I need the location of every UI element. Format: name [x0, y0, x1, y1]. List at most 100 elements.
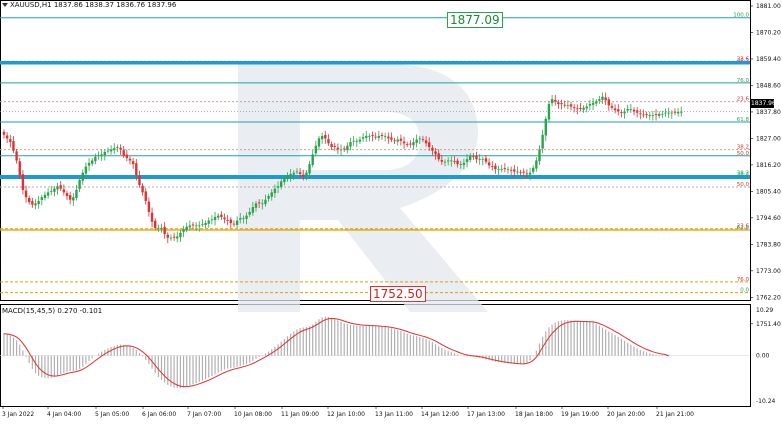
candle-body — [106, 150, 110, 152]
candle-body — [56, 186, 59, 190]
candle-body — [15, 151, 18, 161]
candle-body — [516, 171, 519, 173]
candle-body — [550, 99, 554, 104]
candle-body — [560, 103, 563, 105]
time-tick-label: 4 Jan 04:00 — [47, 411, 81, 418]
time-tick-label: 12 Jan 10:00 — [327, 411, 365, 418]
candle-body — [138, 175, 141, 185]
candle-body — [494, 165, 497, 170]
candle-body — [431, 147, 434, 151]
candle-body — [141, 185, 144, 193]
candle-body — [330, 144, 333, 147]
candle-body — [358, 139, 362, 142]
candle-body — [566, 105, 570, 107]
candle-body — [459, 164, 462, 165]
price-tick-label: 1805.40 — [756, 188, 781, 195]
candle-body — [421, 139, 425, 140]
candle-body — [491, 166, 494, 167]
candle-body — [179, 232, 182, 238]
candle-body — [626, 108, 629, 111]
candle-body — [484, 158, 488, 162]
current-price-label: 1837.96 — [751, 99, 776, 108]
candle-body — [443, 161, 447, 163]
candle-body — [314, 145, 318, 154]
candle-body — [651, 115, 655, 116]
candle-body — [103, 151, 106, 156]
candle-body — [667, 112, 670, 114]
chart-title: XAUUSD,H1 1837.86 1838.37 1836.76 1837.9… — [2, 1, 176, 9]
candle-body — [166, 234, 169, 238]
macd-signal-line — [3, 317, 669, 388]
candle-body — [361, 137, 365, 139]
candle-body — [572, 107, 576, 109]
candle-body — [59, 185, 62, 189]
candle-body — [248, 211, 251, 215]
candle-body — [254, 203, 258, 208]
fib-level-label: 38.2 — [737, 171, 749, 177]
candle-body — [46, 192, 50, 196]
candle-body — [172, 236, 176, 238]
time-tick-label: 7 Jan 07:00 — [187, 411, 221, 418]
time-tick-label: 11 Jan 09:00 — [281, 411, 319, 418]
time-tick-label: 19 Jan 19:00 — [561, 411, 599, 418]
candle-body — [34, 203, 37, 206]
candle-body — [541, 134, 544, 149]
candle-body — [81, 172, 84, 181]
candle-body — [525, 173, 529, 175]
candle-body — [661, 113, 664, 115]
candle-body — [169, 237, 173, 239]
candle-body — [289, 173, 292, 178]
fib-level-label: 100.0 — [733, 13, 749, 19]
candle-body — [87, 162, 91, 166]
candle-body — [472, 156, 475, 158]
candle-body — [513, 169, 516, 172]
price-tick-label: 1783.80 — [756, 241, 781, 248]
candle-body — [415, 139, 418, 143]
candle-body — [595, 101, 598, 104]
price-tick-label: 1794.60 — [756, 215, 781, 222]
candle-body — [446, 160, 450, 162]
candle-body — [75, 189, 78, 198]
price-tick-label: 1773.00 — [756, 268, 781, 275]
candle-body — [453, 161, 456, 163]
dropdown-triangle-icon[interactable] — [2, 3, 8, 7]
candle-body — [65, 193, 69, 197]
resistance-band — [0, 61, 750, 65]
candle-body — [613, 108, 617, 111]
candle-body — [365, 135, 368, 138]
candle-body — [194, 225, 198, 227]
price-tick-label: 1762.20 — [756, 294, 781, 301]
time-tick-label: 3 Jan 2022 — [2, 411, 34, 418]
candle-body — [554, 99, 557, 102]
fib-level-label: 61.8 — [737, 117, 750, 123]
candle-body — [302, 174, 305, 177]
candle-body — [267, 196, 270, 199]
candle-body — [576, 108, 579, 110]
fib-level-label: 0.0 — [740, 288, 749, 294]
time-tick-label: 10 Jan 08:00 — [234, 411, 272, 418]
candle-body — [68, 195, 72, 200]
candle-body — [53, 188, 56, 192]
candle-body — [349, 142, 352, 147]
candle-body — [113, 148, 116, 151]
candle-body — [368, 135, 371, 137]
candle-body — [343, 148, 346, 150]
price-tick-label: 1870.20 — [756, 29, 781, 36]
candle-body — [135, 163, 138, 176]
candle-body — [582, 107, 585, 110]
time-tick-label: 20 Jan 20:00 — [607, 411, 645, 418]
candle-body — [207, 220, 210, 224]
candle-body — [355, 140, 358, 142]
candle-body — [481, 159, 484, 161]
candle-body — [324, 134, 327, 139]
candle-body — [469, 155, 472, 160]
fib-level-label: 23.6 — [737, 97, 750, 103]
fib-level-label: 76.0 — [737, 277, 750, 283]
candle-body — [535, 160, 538, 169]
candle-body — [418, 138, 421, 140]
candle-body — [601, 96, 604, 100]
price-tick-label: 1816.20 — [756, 162, 781, 169]
candle-body — [519, 172, 522, 174]
